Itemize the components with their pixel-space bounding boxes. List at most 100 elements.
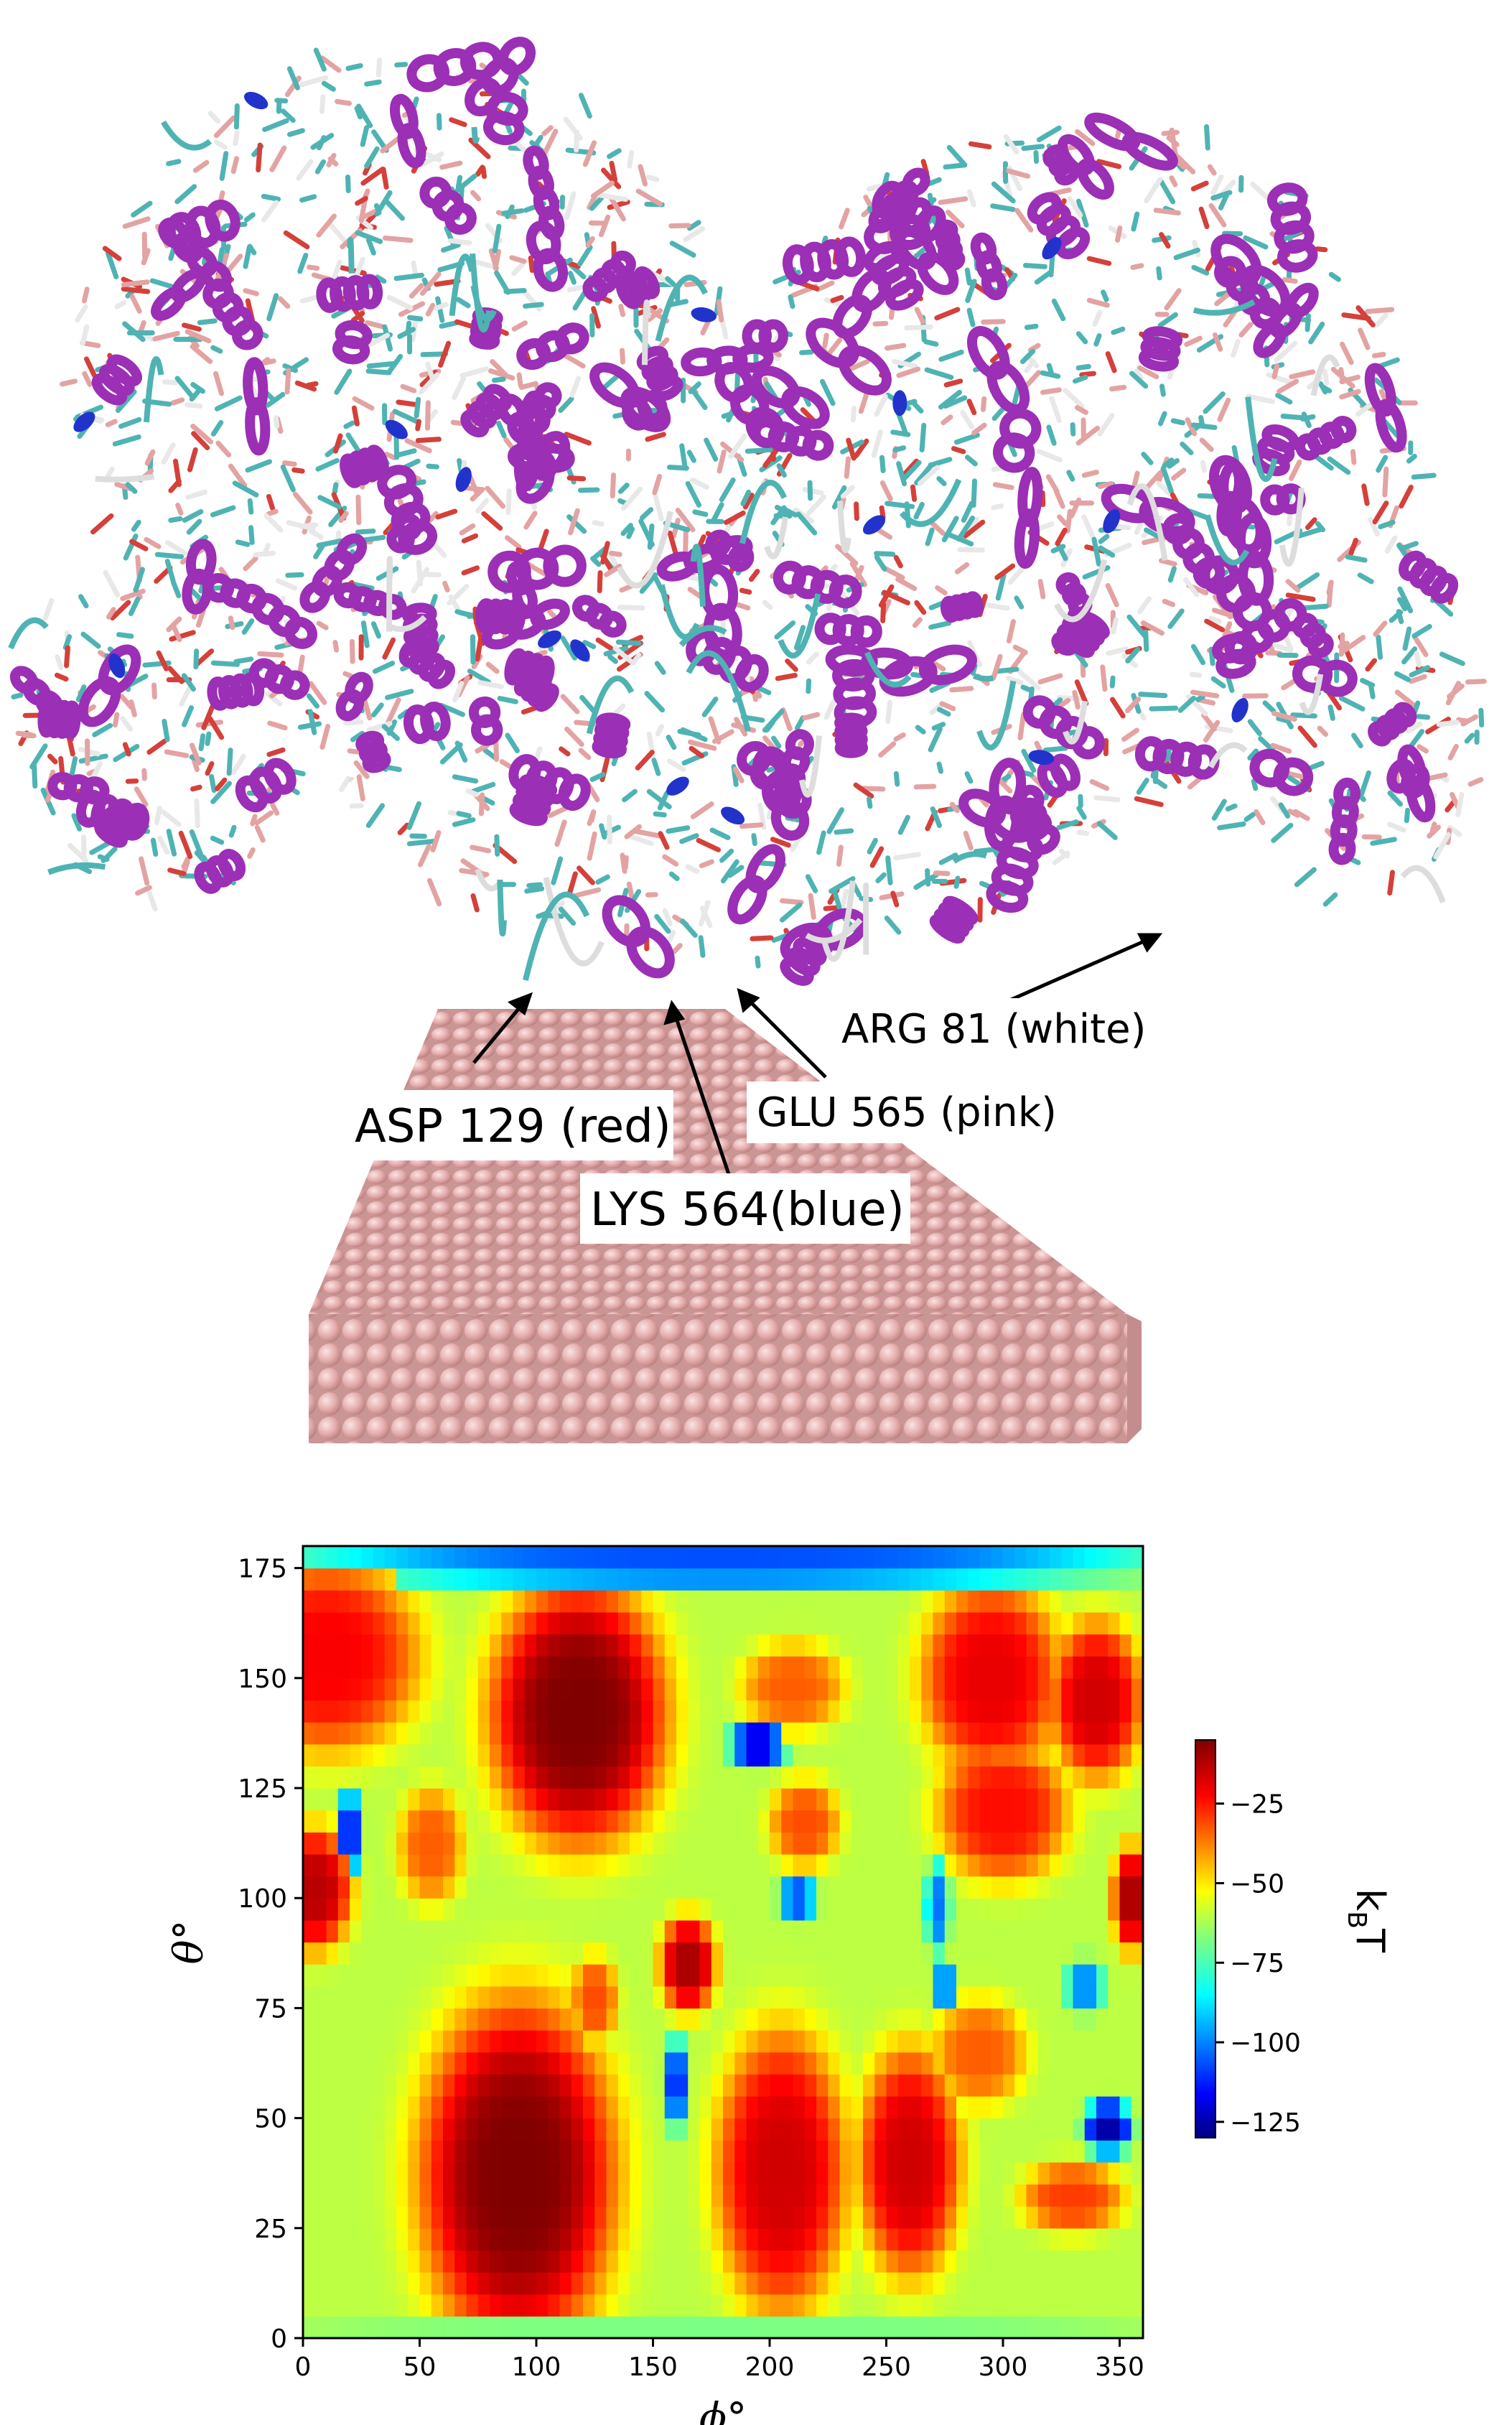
heatmap-cell xyxy=(1037,1853,1050,1877)
residue-stick xyxy=(247,498,254,515)
heatmap-cell xyxy=(699,1744,712,1767)
residue-stick xyxy=(349,638,355,664)
alpha-helix-ribbon xyxy=(91,354,142,406)
residue-stick xyxy=(315,457,340,472)
residue-stick xyxy=(195,608,206,628)
helix-turn xyxy=(1307,632,1334,658)
heatmap-cell xyxy=(851,1919,864,1943)
residue-stick xyxy=(1137,365,1159,380)
heatmap-cell xyxy=(886,1722,899,1745)
heatmap-cell xyxy=(396,2184,409,2207)
heatmap-cell xyxy=(863,1853,875,1877)
heatmap-cell xyxy=(408,1832,421,1855)
residue-stick xyxy=(233,656,254,664)
heatmap-cell xyxy=(991,1546,1004,1569)
heatmap-cell xyxy=(454,2250,467,2273)
heatmap-cell xyxy=(617,2294,630,2317)
heatmap-cell xyxy=(1108,2316,1121,2339)
heatmap-cell xyxy=(851,1722,864,1745)
residue-stick xyxy=(585,236,595,248)
heatmap-cell xyxy=(664,2294,677,2317)
residue-stick xyxy=(1376,455,1389,473)
heatmap-cell xyxy=(361,1677,374,1701)
heatmap-cell xyxy=(513,2095,526,2119)
residue-stick xyxy=(1143,629,1149,652)
heatmap-cell xyxy=(536,2095,549,2119)
heatmap-cell xyxy=(944,2294,957,2317)
heatmap-cell xyxy=(944,1810,957,1833)
heatmap-cell xyxy=(1037,2140,1050,2163)
residue-stick xyxy=(1199,437,1214,452)
heatmap-cell xyxy=(874,2052,887,2075)
heatmap-cell xyxy=(513,2118,526,2141)
residue-stick xyxy=(366,721,393,732)
heatmap-cell xyxy=(886,1611,899,1635)
residue-stick xyxy=(494,270,511,295)
heatmap-cell xyxy=(303,1700,315,1723)
heatmap-cell xyxy=(431,2206,444,2229)
heatmap-cell xyxy=(991,2161,1004,2185)
heatmap-cell xyxy=(699,2228,712,2251)
helix-turn xyxy=(94,820,128,848)
heatmap-cell xyxy=(314,2272,327,2295)
heatmap-cell xyxy=(921,1810,934,1833)
heatmap-cell xyxy=(617,1677,630,1701)
heatmap-cell xyxy=(897,1656,910,1679)
heatmap-cell xyxy=(384,1788,397,1811)
heatmap-cell xyxy=(770,1942,782,1965)
callout-arrows xyxy=(472,933,1163,1186)
heatmap-cell xyxy=(863,2184,875,2207)
heatmap-cell xyxy=(454,1942,467,1965)
heatmap-cell xyxy=(979,1722,992,1745)
helix-turn xyxy=(1215,648,1256,679)
heatmap-cell xyxy=(676,2161,689,2185)
heatmap-cell xyxy=(1108,2140,1121,2163)
heatmap-cell xyxy=(1073,1766,1086,1789)
heatmap-cell xyxy=(559,2008,572,2031)
heatmap-cell xyxy=(816,1568,829,1591)
heatmap-cell xyxy=(897,1810,910,1833)
heatmap-cell xyxy=(419,1942,432,1965)
heatmap-cell xyxy=(536,1611,549,1635)
heatmap-cell xyxy=(886,2140,899,2163)
heatmap-cell xyxy=(326,1611,339,1635)
heatmap-cell xyxy=(757,1546,770,1569)
heatmap-cell xyxy=(419,1611,432,1635)
heatmap-cell xyxy=(944,1656,957,1679)
heatmap-cell xyxy=(956,2161,969,2185)
heatmap-cell xyxy=(501,2140,514,2163)
heatmap-cell xyxy=(314,1942,327,1965)
residue-stick xyxy=(780,506,798,518)
heatmap-cell xyxy=(711,1611,724,1635)
heatmap-cell xyxy=(1084,1766,1097,1789)
heatmap-cell xyxy=(979,2052,992,2075)
residue-stick xyxy=(385,689,414,700)
heatmap-cell xyxy=(1084,1964,1097,1987)
residue-stick xyxy=(262,543,271,557)
residue-stick xyxy=(317,495,342,510)
heatmap-cell xyxy=(337,1986,350,2009)
heatmap-cell xyxy=(653,2140,666,2163)
heatmap-cell xyxy=(956,2184,969,2207)
heatmap-cell xyxy=(559,1744,572,1767)
heatmap-cell xyxy=(559,1568,572,1591)
heatmap-cell xyxy=(734,1722,747,1745)
residue-stick xyxy=(720,859,739,884)
residue-stick xyxy=(116,632,134,639)
heatmap-cell xyxy=(373,1876,386,1899)
heatmap-cell xyxy=(991,1590,1004,1613)
heatmap-cell xyxy=(606,1590,619,1613)
heatmap-cell xyxy=(886,2206,899,2229)
heatmap-cell xyxy=(617,1722,630,1745)
heatmap-cell xyxy=(1014,1964,1027,1987)
residue-stick xyxy=(1271,822,1294,843)
residue-stick xyxy=(284,368,291,395)
heatmap-cell xyxy=(548,1853,561,1877)
heatmap-cell xyxy=(1073,1722,1086,1745)
heatmap-cell xyxy=(408,1898,421,1921)
heatmap-cell xyxy=(303,1986,315,2009)
heatmap-cell xyxy=(408,2228,421,2251)
helix-turn xyxy=(929,914,966,944)
residue-stick xyxy=(1308,321,1325,345)
residue-stick xyxy=(991,845,1001,859)
